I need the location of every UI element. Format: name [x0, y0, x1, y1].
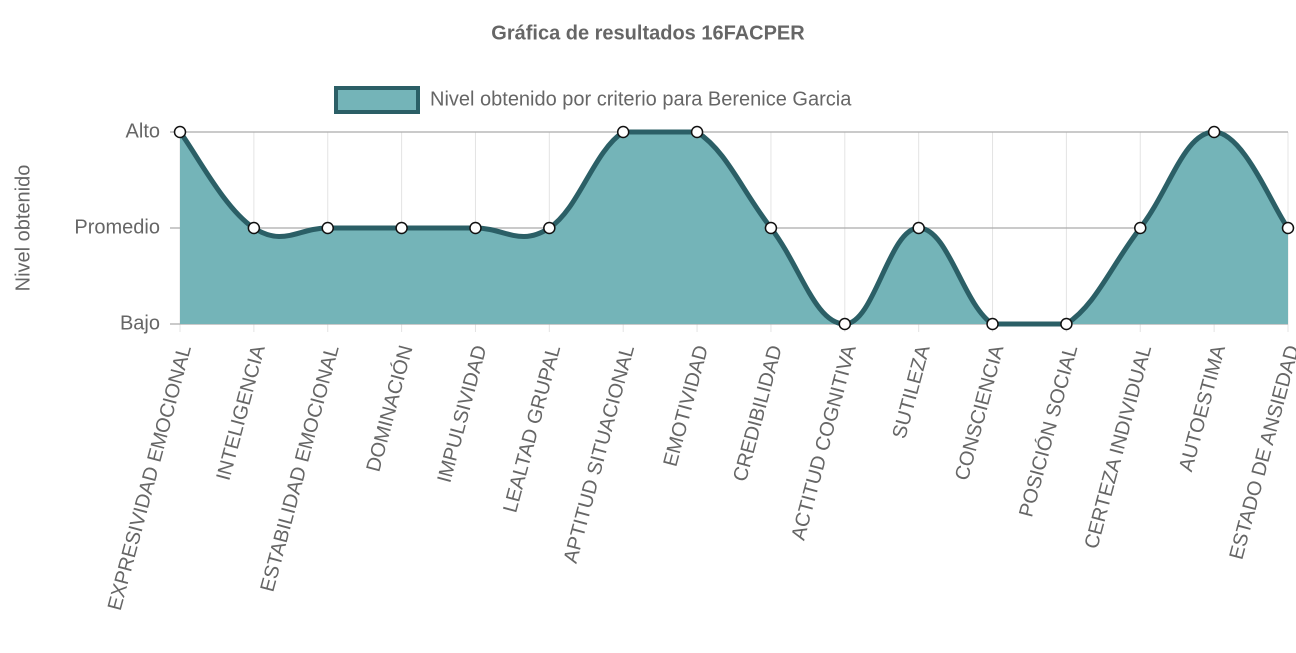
point	[912, 221, 925, 235]
point	[395, 221, 408, 235]
y-tick-label: Promedio	[74, 216, 160, 238]
x-tick-label: POSICIÓN SOCIAL	[1014, 343, 1082, 520]
point	[838, 317, 852, 331]
x-tick-label: LEALTAD GRUPAL	[499, 343, 565, 515]
x-tick-label: CONSCIENCIA	[951, 342, 1008, 483]
point	[764, 221, 778, 235]
chart-title: Gráfica de resultados 16FACPER	[491, 22, 805, 44]
x-tick-label: SUTILEZA	[889, 342, 935, 441]
x-tick-label: INTELIGENCIA	[213, 342, 270, 483]
point	[247, 221, 261, 235]
point	[616, 125, 630, 139]
point	[1207, 125, 1221, 139]
y-tick-label: Alto	[126, 120, 160, 142]
x-tick-label: ESTABILIDAD EMOCIONAL	[257, 343, 344, 594]
x-tick-label: EXPRESIVIDAD EMOCIONAL	[104, 343, 196, 613]
point	[986, 317, 999, 331]
point	[1134, 221, 1147, 235]
x-tick-label: EMOTIVIDAD	[660, 343, 713, 469]
x-tick-label: APTITUD SITUACIONAL	[560, 343, 639, 566]
x-tick-label: ACTITUD COGNITIVA	[788, 342, 861, 542]
y-tick-label: Bajo	[120, 312, 160, 334]
area	[180, 132, 1288, 324]
x-tick-label: CREDIBILIDAD	[729, 343, 786, 484]
point	[1060, 317, 1073, 331]
x-tick-label: IMPULSIVIDAD	[434, 343, 492, 485]
legend-swatch	[334, 86, 420, 114]
point	[690, 125, 704, 139]
point	[543, 221, 556, 235]
x-tick-label: ESTADO DE ANSIEDAD	[1226, 343, 1296, 562]
x-tick-label: AUTOESTIMA	[1175, 342, 1230, 474]
point	[173, 125, 187, 139]
y-axis-title: Nivel obtenido	[12, 165, 34, 292]
point	[469, 221, 482, 235]
legend-label: Nivel obtenido por criterio para Berenic…	[430, 88, 852, 110]
x-tick-label: CERTEZA INDIVIDUAL	[1081, 343, 1157, 551]
point	[321, 221, 334, 235]
point	[1281, 221, 1295, 235]
x-tick-label: DOMINACIÓN	[362, 343, 418, 475]
